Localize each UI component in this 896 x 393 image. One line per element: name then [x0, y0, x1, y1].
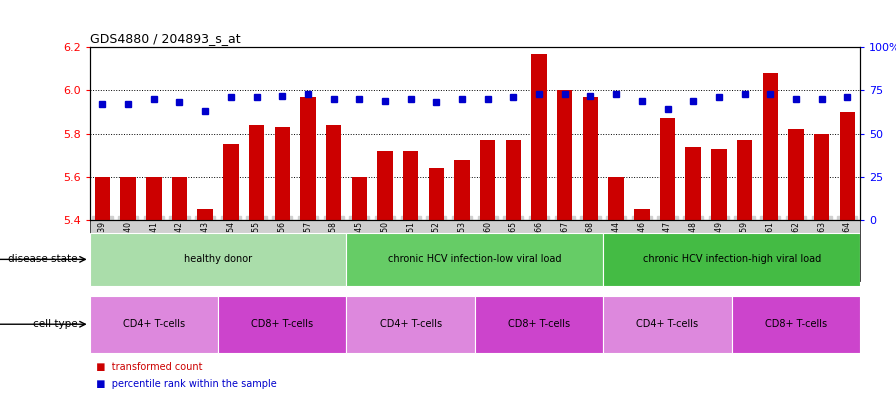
Bar	[711, 149, 727, 220]
Bar	[351, 177, 367, 220]
Bar	[685, 147, 701, 220]
Bar	[788, 129, 804, 220]
Text: CD4+ T-cells: CD4+ T-cells	[380, 319, 442, 329]
Bar	[603, 233, 860, 286]
Bar	[557, 90, 573, 220]
Text: chronic HCV infection-high viral load: chronic HCV infection-high viral load	[642, 254, 821, 264]
Bar	[300, 97, 315, 220]
Bar	[659, 119, 676, 220]
Text: GDS4880 / 204893_s_at: GDS4880 / 204893_s_at	[90, 31, 240, 44]
Bar	[347, 233, 603, 286]
Text: chronic HCV infection-low viral load: chronic HCV infection-low viral load	[388, 254, 562, 264]
Text: CD4+ T-cells: CD4+ T-cells	[636, 319, 699, 329]
Bar	[249, 125, 264, 220]
Bar	[120, 177, 136, 220]
Bar	[603, 296, 732, 353]
Text: CD4+ T-cells: CD4+ T-cells	[123, 319, 185, 329]
Bar	[274, 127, 290, 220]
Bar	[90, 233, 347, 286]
Bar	[840, 112, 855, 220]
Text: CD8+ T-cells: CD8+ T-cells	[765, 319, 827, 329]
Bar	[95, 177, 110, 220]
Text: cell type: cell type	[33, 319, 81, 329]
Bar	[732, 296, 860, 353]
Bar	[197, 209, 213, 220]
Bar	[582, 97, 599, 220]
Bar	[326, 125, 341, 220]
Bar	[814, 134, 830, 220]
Bar	[475, 296, 603, 353]
Text: disease state: disease state	[8, 254, 81, 264]
Text: healthy donor: healthy donor	[184, 254, 252, 264]
Bar	[90, 296, 218, 353]
Text: ■  percentile rank within the sample: ■ percentile rank within the sample	[90, 379, 276, 389]
Bar	[377, 151, 392, 220]
Bar	[172, 177, 187, 220]
Bar	[347, 296, 475, 353]
Bar	[146, 177, 161, 220]
Bar	[737, 140, 753, 220]
Text: ■  transformed count: ■ transformed count	[90, 362, 202, 371]
Bar	[428, 168, 444, 220]
Bar	[634, 209, 650, 220]
Bar	[454, 160, 470, 220]
Bar	[762, 73, 778, 220]
Bar	[505, 140, 521, 220]
Bar	[223, 145, 238, 220]
Bar	[218, 296, 347, 353]
Bar	[531, 54, 547, 220]
Text: CD8+ T-cells: CD8+ T-cells	[251, 319, 314, 329]
Text: CD8+ T-cells: CD8+ T-cells	[508, 319, 570, 329]
Bar	[480, 140, 495, 220]
Bar	[403, 151, 418, 220]
Bar	[608, 177, 624, 220]
